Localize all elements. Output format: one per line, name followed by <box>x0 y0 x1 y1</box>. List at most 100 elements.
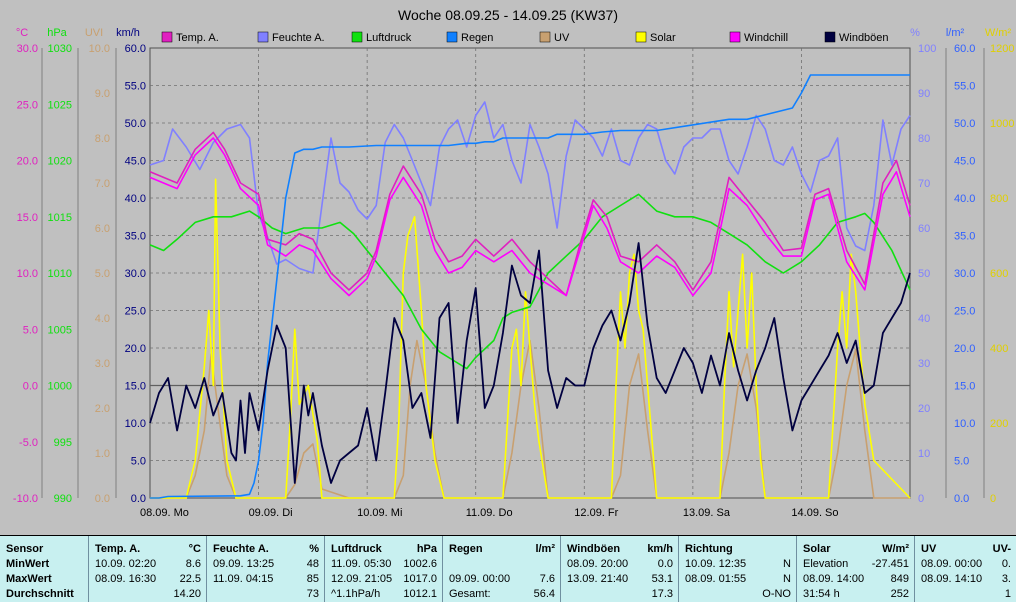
humidity-axis-tick: 100 <box>918 43 936 55</box>
pressure-axis-unit: hPa <box>47 27 67 39</box>
legend-swatch <box>824 31 836 43</box>
table-cell-label: ^1.1hPa/h <box>331 588 381 600</box>
wind-axis-tick: 50.0 <box>125 118 146 130</box>
series-rain <box>150 74 910 499</box>
pressure-axis-tick: 995 <box>54 437 72 449</box>
table-cell-value: 1017.0 <box>403 573 437 585</box>
legend-item-humidity: Feuchte A. <box>257 31 325 44</box>
humidity-axis-tick: 70 <box>918 178 930 190</box>
table-cell-value: 73 <box>306 588 319 600</box>
legend-swatch <box>539 31 551 43</box>
table-cell-value: 48 <box>306 558 319 570</box>
series-pressure <box>149 193 911 370</box>
solar-axis-tick: 600 <box>990 268 1008 280</box>
legend-swatch <box>351 31 363 43</box>
humidity-axis-tick: 0 <box>918 493 924 505</box>
table-cell-label: 08.09. 01:55 <box>685 573 747 585</box>
legend-item-uv: UV <box>539 31 570 44</box>
table-cell-label: 09.09. 00:00 <box>449 573 511 585</box>
table-cell-label: 08.09. 16:30 <box>95 573 157 585</box>
legend-swatch <box>635 31 647 43</box>
table-cell-label: MaxWert <box>6 573 52 585</box>
table-cell-value: 14.20 <box>173 588 201 600</box>
legend-label: Windböen <box>839 32 889 44</box>
table-cell-label: Gesamt: <box>449 588 491 600</box>
table-unit: hPa <box>416 543 437 555</box>
humidity-axis-tick: 40 <box>918 313 930 325</box>
series-solar <box>150 178 911 499</box>
humidity-axis-tick: 60 <box>918 223 930 235</box>
pressure-axis-tick: 1005 <box>48 324 72 336</box>
chart-title: Woche 08.09.25 - 14.09.25 (KW37) <box>398 7 618 23</box>
table-cell-value: 56.4 <box>533 588 555 600</box>
humidity-axis-tick: 30 <box>918 358 930 370</box>
wind-axis-tick: 55.0 <box>125 81 146 93</box>
table-cell-label: Elevation <box>803 558 849 570</box>
table-header: Windböen <box>567 543 621 555</box>
table-cell-label: 13.09. 21:40 <box>567 573 629 585</box>
wind-axis-tick: 25.0 <box>125 306 146 318</box>
humidity-axis-tick: 80 <box>918 133 930 145</box>
series-lines <box>149 74 911 499</box>
table-header: Temp. A. <box>95 543 141 555</box>
legend-label: Solar <box>650 32 676 44</box>
rain-axis-tick: 0.0 <box>954 493 969 505</box>
table-cell-value: -27.451 <box>871 558 909 570</box>
rain-axis-tick: 10.0 <box>954 418 975 430</box>
table-section: Temp. A. °C 10.09. 02:20 8.6 08.09. 16:30 22.… <box>88 536 207 602</box>
table-cell-label: 08.09. 00:00 <box>921 558 983 570</box>
table-cell-value: 17.3 <box>651 588 673 600</box>
uv-axis-tick: 6.0 <box>95 223 110 235</box>
legend-label: Regen <box>461 32 493 44</box>
temp-axis-tick: 10.0 <box>17 268 38 280</box>
table-header: Luftdruck <box>331 543 382 555</box>
uv-axis-tick: 8.0 <box>95 133 110 145</box>
table-unit: km/h <box>647 543 673 555</box>
uv-axis-tick: 3.0 <box>95 358 110 370</box>
table-section: Windböen km/h 08.09. 20:00 0.0 13.09. 21:40 5… <box>560 536 679 602</box>
table-section: Solar W/m² Elevation -27.451 08.09. 14:00 849… <box>796 536 915 602</box>
wind-axis-tick: 20.0 <box>125 343 146 355</box>
temp-axis-tick: 5.0 <box>23 324 38 336</box>
rain-axis-tick: 30.0 <box>954 268 975 280</box>
x-tick-label: 11.09. Do <box>466 507 513 519</box>
uv-axis-tick: 0.0 <box>95 493 110 505</box>
uv-axis-tick: 4.0 <box>95 313 110 325</box>
rain-axis-tick: 55.0 <box>954 81 975 93</box>
wind-axis-tick: 15.0 <box>125 381 146 393</box>
x-tick-label: 14.09. So <box>791 507 838 519</box>
legend-label: Luftdruck <box>366 32 412 44</box>
table-cell-label: Durchschnitt <box>6 588 74 600</box>
table-cell-value: 7.6 <box>539 573 555 585</box>
x-tick-label: 10.09. Mi <box>357 507 402 519</box>
solar-axis-tick: 0 <box>990 493 996 505</box>
uv-axis-tick: 10.0 <box>89 43 110 55</box>
table-cell-label: MinWert <box>6 558 50 570</box>
pressure-axis-tick: 990 <box>54 493 72 505</box>
table-cell-value: 85 <box>306 573 319 585</box>
table-section: Richtung 10.09. 12:35 N 08.09. 01:55 N O-NO <box>678 536 797 602</box>
solar-axis-tick: 200 <box>990 418 1008 430</box>
wind-axis-tick: 40.0 <box>125 193 146 205</box>
legend-swatch <box>161 31 173 43</box>
wind-axis-tick: 60.0 <box>125 43 146 55</box>
table-cell-value: 3. <box>1001 573 1011 585</box>
rain-axis-unit: l/m² <box>946 27 965 39</box>
legend-label: UV <box>554 32 570 44</box>
legend-item-gust: Windböen <box>824 31 889 44</box>
table-section: Sensor MinWert MaxWert Durchschnitt <box>0 536 88 602</box>
temp-axis-unit: °C <box>16 27 28 39</box>
table-cell-label: 08.09. 14:10 <box>921 573 983 585</box>
uv-axis-unit: UVI <box>85 27 103 39</box>
table-cell-value: N <box>783 558 791 570</box>
table-cell-value: 0.0 <box>657 558 673 570</box>
solar-axis-tick: 800 <box>990 193 1008 205</box>
pressure-axis-tick: 1010 <box>48 268 72 280</box>
table-cell-value: 53.1 <box>651 573 673 585</box>
temp-axis-tick: 0.0 <box>23 381 38 393</box>
wind-axis-tick: 30.0 <box>125 268 146 280</box>
pressure-axis-tick: 1030 <box>48 43 72 55</box>
uv-axis-tick: 9.0 <box>95 88 110 100</box>
table-cell-value: 8.6 <box>185 558 201 570</box>
table-cell-label: 08.09. 20:00 <box>567 558 629 570</box>
